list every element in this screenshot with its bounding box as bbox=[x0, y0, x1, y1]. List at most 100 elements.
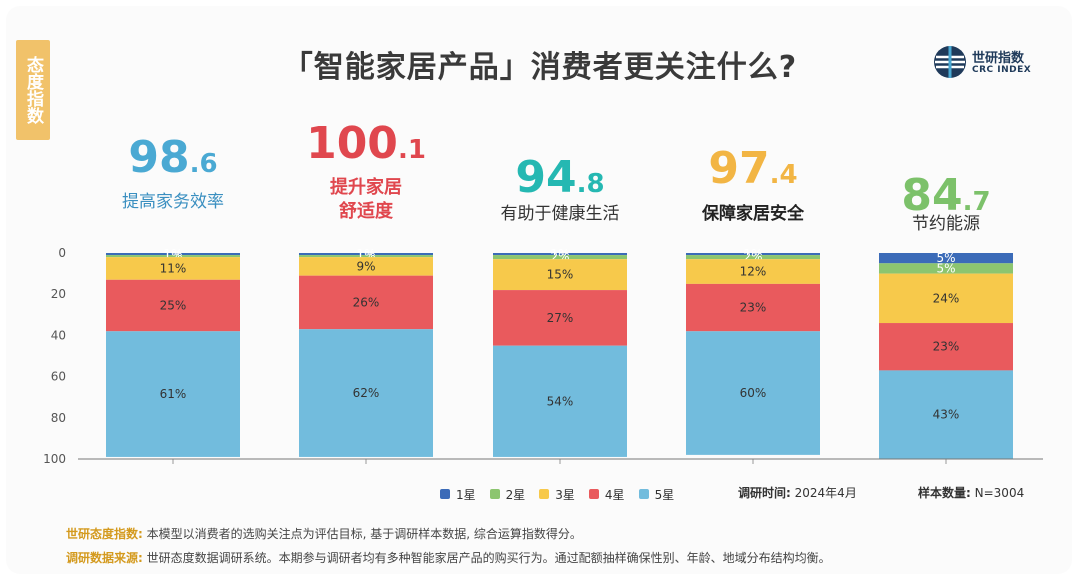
bar-data-label: 60% bbox=[740, 386, 767, 400]
bar-data-label: 15% bbox=[547, 268, 574, 282]
score-label-line: 保障家居安全 bbox=[702, 204, 804, 224]
side-tag: 态度指数 bbox=[16, 40, 50, 140]
score-decimal: .7 bbox=[962, 187, 991, 217]
bar-segment bbox=[493, 255, 627, 260]
bar-segment bbox=[879, 370, 1013, 459]
bar-segment bbox=[299, 257, 433, 276]
bar-data-label: 62% bbox=[353, 386, 380, 400]
score-integer: 100 bbox=[306, 118, 398, 169]
y-tick-label: 20 bbox=[51, 287, 66, 301]
score-label-line: 舒适度 bbox=[339, 201, 393, 222]
note-index: 世研态度指数: 本模型以消费者的选购关注点为评估目标, 基于调研样本数据, 综合… bbox=[66, 525, 582, 542]
bar-data-label: 24% bbox=[933, 291, 960, 305]
bar-segment bbox=[686, 255, 820, 260]
bar-segment bbox=[493, 253, 627, 256]
bar-segment bbox=[106, 257, 240, 280]
bar-segment bbox=[106, 279, 240, 332]
bar-segment bbox=[106, 253, 240, 256]
y-tick-label: 100 bbox=[43, 452, 66, 466]
legend-label: 1星 bbox=[456, 487, 476, 502]
legend-label: 4星 bbox=[604, 487, 625, 502]
bar-segment bbox=[106, 255, 240, 258]
score-integer: 98 bbox=[128, 132, 190, 183]
survey-time-value: 2024年4月 bbox=[794, 486, 857, 500]
y-tick-label: 40 bbox=[51, 328, 66, 342]
score-decimal: .1 bbox=[397, 135, 426, 165]
score-label-line: 提高家务效率 bbox=[122, 192, 224, 212]
bar-data-label: 25% bbox=[160, 299, 187, 313]
score-label: 提高家务效率 bbox=[73, 190, 273, 214]
note-source: 调研数据来源: 世研态度数据调研系统。本期参与调研者均有多种智能家居产品的购买行… bbox=[66, 549, 831, 566]
survey-time: 调研时间: 2024年4月 bbox=[738, 484, 857, 501]
score-number: 94.8 bbox=[460, 152, 660, 203]
bar-segment bbox=[493, 259, 627, 291]
bar-segment bbox=[299, 329, 433, 457]
bar-segment bbox=[299, 253, 433, 256]
sample-size-value: N=3004 bbox=[974, 486, 1025, 500]
bar-segment bbox=[106, 331, 240, 457]
score-number: 98.6 bbox=[73, 132, 273, 183]
legend-swatch bbox=[539, 489, 550, 499]
legend-swatch bbox=[588, 489, 599, 499]
note-index-text: 本模型以消费者的选购关注点为评估目标, 基于调研样本数据, 综合运算指数得分。 bbox=[146, 527, 582, 541]
bar-data-label: 23% bbox=[933, 340, 960, 354]
note-index-key: 世研态度指数: bbox=[66, 527, 143, 541]
score-number: 100.1 bbox=[266, 118, 466, 169]
score-number: 84.7 bbox=[846, 170, 1046, 221]
legend-item: 3星 bbox=[539, 486, 575, 503]
sample-size: 样本数量: N=3004 bbox=[918, 484, 1024, 501]
legend-swatch bbox=[489, 489, 500, 499]
bar-segment bbox=[879, 323, 1013, 371]
legend-item: 2星 bbox=[489, 486, 525, 503]
score-number: 97.4 bbox=[653, 143, 853, 194]
score-label: 节约能源 bbox=[846, 212, 1046, 236]
bar-data-label: 5% bbox=[936, 261, 955, 275]
y-tick-label: 80 bbox=[51, 411, 66, 425]
bar-segment bbox=[686, 259, 820, 284]
bar-data-label: 26% bbox=[353, 295, 380, 309]
bar-data-label: 54% bbox=[547, 394, 574, 408]
bar-data-label: 27% bbox=[547, 311, 574, 325]
legend-label: 5星 bbox=[654, 487, 675, 502]
legend-item: 4星 bbox=[588, 486, 625, 503]
bar-segment bbox=[493, 290, 627, 346]
bar-segment bbox=[299, 275, 433, 330]
score-label: 提升家居 舒适度 bbox=[266, 176, 466, 224]
legend: 1星 2星 3星 4星 5星 bbox=[440, 484, 688, 504]
bar-segment bbox=[879, 263, 1013, 274]
score-decimal: .6 bbox=[189, 149, 218, 179]
sample-size-label: 样本数量: bbox=[918, 486, 971, 500]
bar-segment bbox=[299, 255, 433, 258]
y-tick-label: 60 bbox=[51, 370, 66, 384]
legend-swatch bbox=[440, 489, 450, 499]
score-label-line: 节约能源 bbox=[912, 214, 980, 234]
score-label-line: 提升家居 bbox=[330, 177, 402, 198]
logo-en: CRC INDEX bbox=[972, 65, 1032, 75]
bar-data-label: 23% bbox=[740, 301, 767, 315]
page-title: 「智能家居产品」消费者更关注什么? bbox=[282, 50, 798, 85]
score-label: 有助于健康生活 bbox=[460, 202, 660, 226]
note-source-key: 调研数据来源: bbox=[66, 551, 143, 565]
bar-data-label: 12% bbox=[740, 265, 767, 279]
y-tick-label: 0 bbox=[58, 246, 66, 260]
score-integer: 97 bbox=[708, 143, 770, 194]
bar-data-label: 5% bbox=[936, 251, 955, 265]
bar-segment bbox=[686, 253, 820, 256]
legend-item: 5星 bbox=[638, 486, 675, 503]
legend-label: 3星 bbox=[555, 487, 575, 502]
score-integer: 94 bbox=[515, 152, 577, 203]
globe-logo-icon bbox=[934, 46, 966, 78]
bar-data-label: 43% bbox=[933, 408, 960, 422]
score-decimal: .8 bbox=[576, 169, 605, 199]
legend-swatch bbox=[638, 489, 649, 499]
bar-segment bbox=[879, 253, 1013, 264]
logo-cn: 世研指数 bbox=[972, 51, 1025, 66]
score-label: 保障家居安全 bbox=[653, 202, 853, 226]
bar-data-label: 61% bbox=[160, 387, 187, 401]
score-decimal: .4 bbox=[769, 160, 798, 190]
note-source-text: 世研态度数据调研系统。本期参与调研者均有多种智能家居产品的购买行为。通过配额抽样… bbox=[146, 551, 831, 565]
bar-segment bbox=[686, 331, 820, 455]
score-integer: 84 bbox=[901, 170, 963, 221]
bar-segment bbox=[686, 283, 820, 332]
